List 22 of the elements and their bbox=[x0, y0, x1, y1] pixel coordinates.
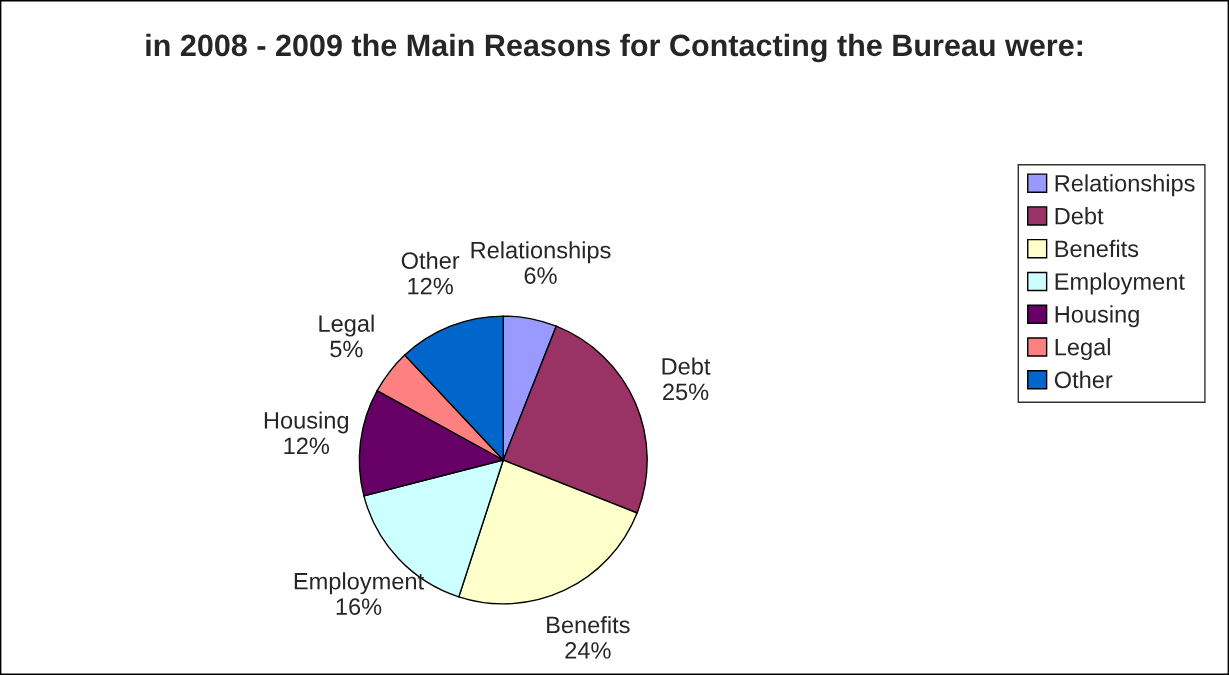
data-label: 5% bbox=[330, 340, 363, 358]
slice-label: Benefits bbox=[547, 615, 630, 634]
chart-title: in 2008 - 2009 the Main Reasons for Contacting the Bureau were: bbox=[146, 33, 1082, 63]
data-label: 6% bbox=[524, 267, 557, 284]
slice-label: Relationships bbox=[471, 241, 611, 264]
data-label: 12% bbox=[408, 277, 453, 295]
legend-label: Benefits bbox=[1055, 239, 1139, 258]
data-label: 12% bbox=[284, 437, 330, 455]
legend-label: Other bbox=[1054, 370, 1113, 389]
legend-label: Employment bbox=[1055, 272, 1185, 295]
data-label: 16% bbox=[336, 598, 382, 616]
legend-label: Relationships bbox=[1055, 174, 1195, 197]
data-label: 25% bbox=[663, 383, 709, 401]
slice-label: Other bbox=[401, 251, 460, 269]
slice-label: Employment bbox=[294, 572, 424, 595]
legend-label: Housing bbox=[1055, 305, 1139, 328]
legend-label: Legal bbox=[1055, 338, 1110, 361]
data-label: 24% bbox=[565, 642, 611, 659]
legend-label: Debt bbox=[1055, 207, 1104, 225]
slice-label: Debt bbox=[662, 357, 711, 375]
slice-label: Legal bbox=[319, 314, 374, 337]
slice-label: Housing bbox=[264, 411, 349, 434]
